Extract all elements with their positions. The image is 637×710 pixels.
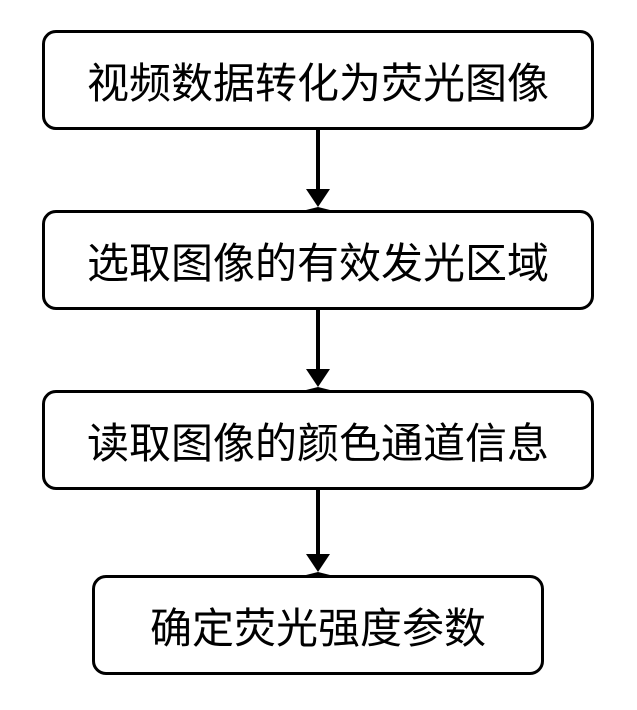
arrow-head-icon <box>306 189 330 210</box>
node-1-label: 视频数据转化为荧光图像 <box>87 50 549 111</box>
node-3-label: 读取图像的颜色通道信息 <box>87 410 549 471</box>
flowchart-node-3: 读取图像的颜色通道信息 <box>42 390 594 490</box>
node-4-label: 确定荧光强度参数 <box>150 595 486 656</box>
flowchart-arrow-1 <box>306 130 330 210</box>
arrow-head-icon <box>306 554 330 575</box>
arrow-line-icon <box>316 490 320 554</box>
arrow-head-icon <box>306 369 330 390</box>
arrow-line-icon <box>316 130 320 189</box>
flowchart-arrow-3 <box>306 490 330 575</box>
node-2-label: 选取图像的有效发光区域 <box>87 230 549 291</box>
flowchart-node-2: 选取图像的有效发光区域 <box>42 210 594 310</box>
flowchart-node-1: 视频数据转化为荧光图像 <box>42 30 594 130</box>
arrow-line-icon <box>316 310 320 369</box>
flowchart-container: 视频数据转化为荧光图像 选取图像的有效发光区域 读取图像的颜色通道信息 确定荧光… <box>0 0 637 710</box>
flowchart-arrow-2 <box>306 310 330 390</box>
flowchart-node-4: 确定荧光强度参数 <box>92 575 544 675</box>
